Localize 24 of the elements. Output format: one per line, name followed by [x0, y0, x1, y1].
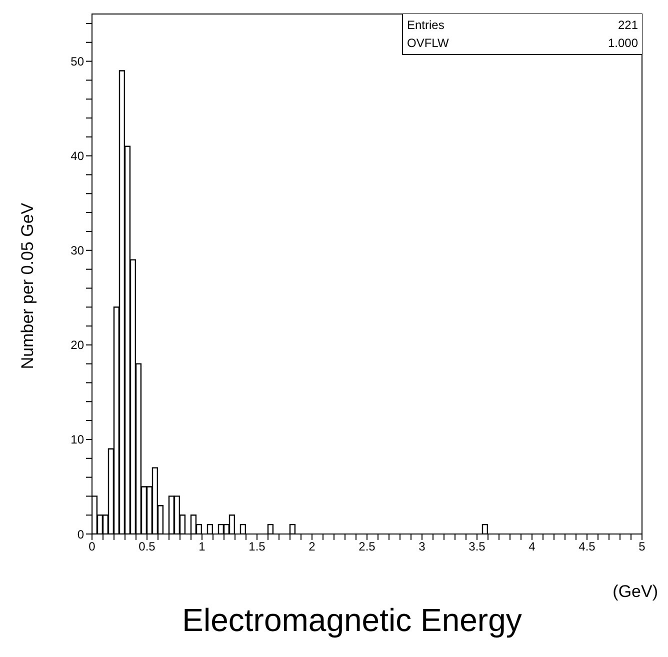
annotation: 221 [618, 17, 638, 34]
x-tick-label: 3 [418, 540, 426, 554]
annotation: 1.000 [608, 35, 638, 52]
x-tick-label: 2.5 [358, 540, 376, 554]
annotation: Entries [407, 17, 444, 34]
x-tick-label: 4.5 [578, 540, 596, 554]
y-tick-label: 20 [70, 338, 84, 352]
y-tick-label: 0 [77, 527, 84, 542]
x-tick-label: 1.5 [248, 540, 266, 554]
x-tick-label: 0.5 [138, 540, 156, 554]
annotation: OVFLW [407, 35, 449, 52]
x-tick-label: 0 [88, 540, 96, 554]
x-tick-label: 4 [528, 540, 536, 554]
x-tick-label: 3.5 [468, 540, 486, 554]
x-axis-title: Electromagnetic Energy [181, 602, 523, 639]
y-tick-label: 40 [70, 149, 84, 164]
y-tick-label: 50 [70, 54, 84, 69]
x-tick-label: 5 [638, 540, 646, 554]
x-tick-label: 2 [308, 540, 316, 554]
y-axis-title: Number per 0.05 GeV [18, 202, 38, 370]
x-tick-label: 1 [198, 540, 206, 554]
y-tick-label: 10 [70, 432, 84, 447]
text: (GeV) [612, 582, 658, 602]
y-tick-label: 30 [70, 244, 84, 258]
